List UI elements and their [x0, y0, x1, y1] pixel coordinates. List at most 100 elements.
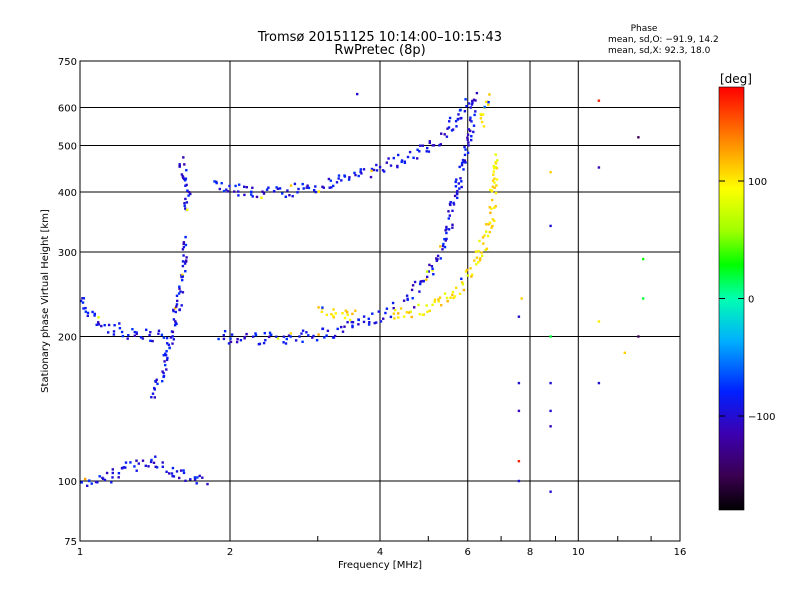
data-point	[348, 176, 351, 179]
data-point	[281, 192, 284, 195]
data-point	[286, 189, 289, 192]
data-point	[313, 189, 316, 192]
data-point	[305, 186, 308, 189]
data-point	[84, 306, 87, 310]
data-point	[356, 92, 359, 96]
data-point	[481, 254, 484, 257]
data-point	[148, 334, 151, 337]
data-point	[135, 332, 138, 336]
data-point	[408, 150, 412, 154]
data-point	[100, 324, 103, 328]
data-point	[459, 108, 462, 112]
data-point	[126, 337, 129, 340]
data-point	[487, 103, 490, 106]
x-axis-label: Frequency [MHz]	[338, 560, 422, 571]
data-point	[181, 264, 185, 268]
data-point	[317, 190, 320, 193]
data-point	[413, 280, 417, 284]
data-point	[347, 178, 351, 181]
data-point	[234, 184, 237, 188]
data-point	[86, 314, 89, 317]
data-point	[453, 194, 457, 198]
data-point	[368, 321, 371, 324]
data-point	[183, 163, 186, 166]
data-point	[375, 321, 378, 324]
data-point	[251, 186, 254, 189]
data-point	[409, 310, 412, 313]
data-point	[492, 170, 495, 173]
data-point	[180, 275, 183, 279]
data-point	[475, 263, 478, 266]
data-point	[483, 105, 486, 109]
data-point	[490, 207, 493, 210]
data-point	[460, 161, 464, 165]
data-point	[425, 150, 428, 153]
colorbar-label: [deg]	[720, 72, 752, 86]
data-point	[443, 133, 446, 136]
data-point	[360, 172, 363, 175]
data-point	[184, 179, 187, 182]
data-point	[196, 476, 199, 479]
data-point	[427, 150, 431, 153]
data-point	[267, 186, 270, 189]
data-point	[419, 282, 422, 286]
colorbar-ticks: 100 0 −100	[719, 177, 775, 423]
data-point	[181, 273, 184, 276]
data-point	[164, 352, 167, 355]
data-point	[245, 186, 248, 189]
data-point	[285, 337, 288, 341]
data-point	[461, 283, 465, 286]
data-point	[275, 335, 278, 338]
data-point	[477, 250, 480, 253]
data-point	[332, 316, 335, 319]
data-point	[276, 337, 280, 340]
data-point	[637, 335, 640, 338]
data-point	[184, 184, 187, 187]
data-point	[137, 462, 140, 465]
data-point	[474, 110, 477, 113]
data-point	[448, 202, 452, 206]
data-point	[82, 307, 85, 310]
data-point	[487, 223, 490, 226]
data-point	[237, 190, 240, 193]
data-point	[183, 204, 186, 207]
data-point	[483, 234, 486, 237]
data-point	[493, 219, 496, 223]
data-point	[112, 333, 116, 336]
data-point	[145, 328, 148, 331]
data-point	[493, 206, 496, 209]
data-point	[171, 474, 174, 478]
data-point	[367, 317, 370, 320]
data-point	[193, 476, 197, 479]
data-point	[484, 248, 487, 252]
data-point	[262, 341, 266, 345]
data-point	[178, 308, 181, 312]
data-point	[301, 340, 304, 343]
data-point	[250, 193, 253, 196]
data-point	[337, 177, 340, 180]
data-point	[443, 292, 447, 295]
data-point	[469, 118, 472, 122]
data-point	[403, 160, 406, 163]
data-point	[492, 164, 495, 168]
data-point	[82, 297, 85, 300]
data-point	[298, 335, 301, 338]
data-point	[447, 217, 450, 220]
data-point	[490, 226, 493, 229]
data-point	[284, 342, 288, 345]
data-point	[124, 461, 128, 464]
data-point	[451, 226, 454, 229]
data-point	[314, 185, 317, 188]
data-point	[317, 333, 320, 336]
data-point	[447, 210, 450, 213]
data-point	[389, 315, 393, 319]
data-point	[157, 332, 160, 335]
data-point	[443, 238, 446, 241]
data-point	[105, 471, 109, 475]
data-point	[187, 190, 191, 194]
data-point	[445, 231, 448, 235]
data-point	[436, 258, 439, 261]
data-point	[95, 323, 98, 326]
data-point	[399, 307, 403, 310]
data-point	[488, 221, 491, 224]
